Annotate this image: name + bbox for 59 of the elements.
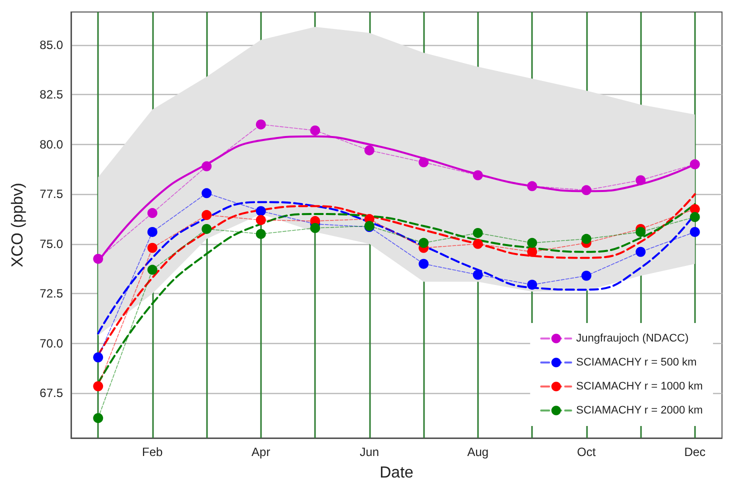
point — [202, 161, 212, 172]
point — [256, 215, 266, 226]
point — [418, 238, 429, 248]
point — [310, 222, 320, 233]
point — [690, 226, 700, 237]
y-tick-label: 82.5 — [40, 88, 64, 102]
point — [93, 352, 104, 362]
legend-label: SCIAMACHY r = 1000 km — [576, 380, 703, 392]
y-tick-label: 75.0 — [40, 236, 64, 251]
point — [690, 212, 700, 222]
point — [147, 264, 158, 275]
point — [93, 413, 104, 424]
legend-label: SCIAMACHY r = 500 km — [576, 356, 697, 368]
x-tick-label: Jun — [360, 445, 380, 459]
point — [527, 181, 538, 192]
y-axis-title: XCO (ppbv) — [10, 182, 26, 268]
x-tick-label: Dec — [684, 445, 706, 459]
point — [581, 234, 592, 244]
point — [256, 206, 266, 216]
x-tick-label: Oct — [577, 445, 596, 459]
point — [147, 208, 158, 218]
point — [636, 175, 646, 186]
y-tick-label: 72.5 — [40, 286, 64, 301]
point — [256, 228, 266, 239]
y-tick-label: 70.0 — [40, 336, 64, 350]
legend-label: Jungfraujoch (NDACC) — [576, 332, 689, 344]
point — [636, 226, 646, 237]
point — [202, 188, 212, 198]
point — [472, 238, 483, 249]
y-tick-label: 77.5 — [40, 187, 64, 202]
point — [527, 280, 538, 290]
point — [636, 246, 646, 257]
x-axis-title: Date — [380, 464, 414, 482]
x-tick-label: Apr — [252, 445, 270, 459]
point — [527, 238, 538, 248]
point — [310, 125, 320, 136]
point — [690, 159, 700, 170]
point — [93, 254, 104, 264]
point — [202, 210, 212, 220]
point — [256, 119, 266, 130]
y-tick-label: 67.5 — [40, 386, 64, 400]
point — [202, 224, 212, 234]
x-tick-label: Aug — [467, 445, 489, 459]
point — [581, 185, 592, 196]
point — [527, 246, 538, 257]
point — [147, 242, 158, 253]
y-tick-label: 85.0 — [40, 38, 64, 52]
point — [472, 228, 483, 238]
point — [418, 157, 429, 168]
legend-label: SCIAMACHY r = 2000 km — [576, 404, 703, 416]
point — [93, 381, 104, 392]
point — [147, 226, 158, 237]
point — [364, 145, 374, 156]
y-tick-label: 80.0 — [40, 137, 64, 152]
x-tick-label: Feb — [142, 445, 164, 459]
point — [581, 270, 592, 281]
point — [472, 170, 483, 180]
point — [418, 258, 429, 269]
point — [472, 270, 483, 280]
